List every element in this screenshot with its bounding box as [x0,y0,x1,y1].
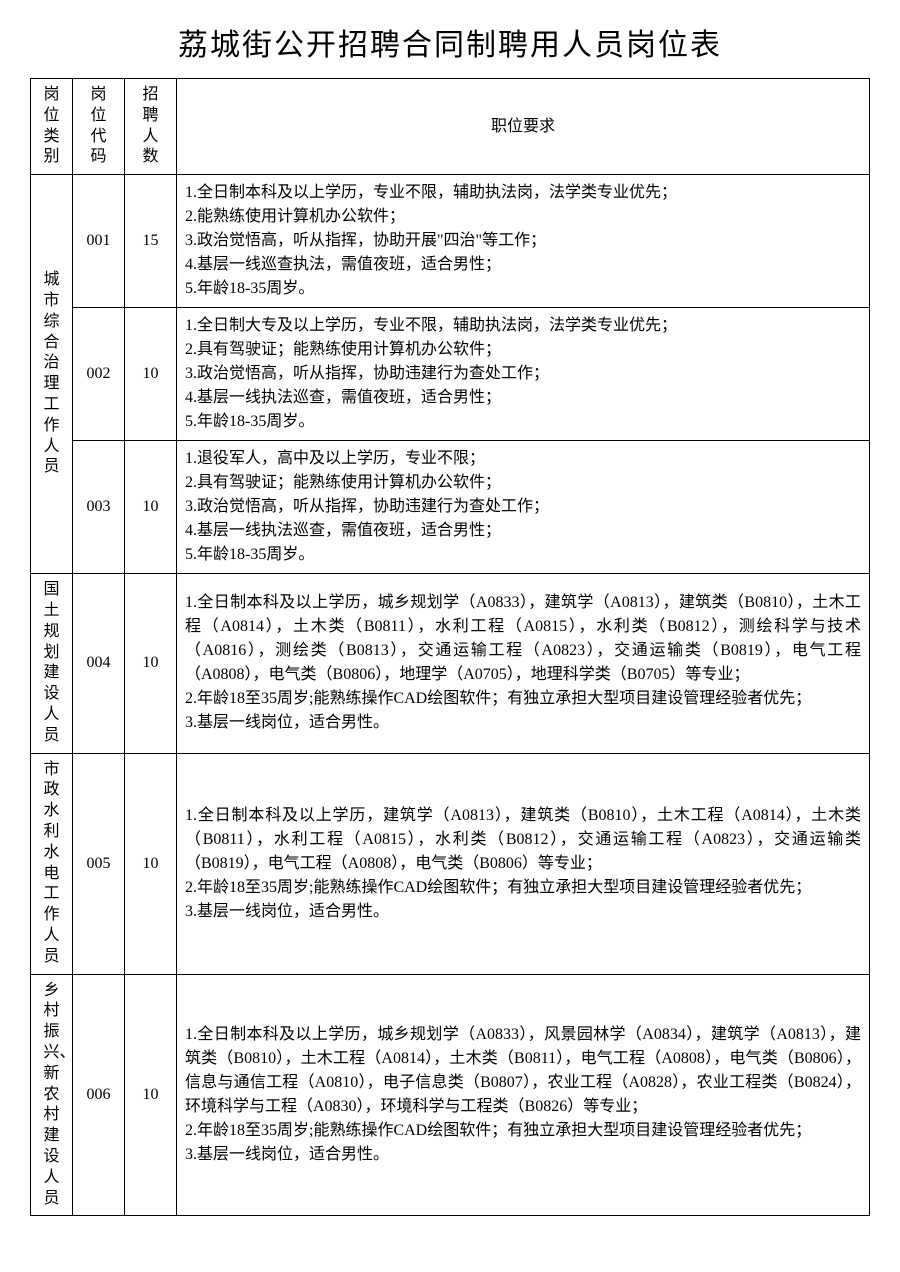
requirement-line: 3.基层一线岗位，适合男性。 [185,900,861,924]
requirement-line: 5.年龄18-35周岁。 [185,543,861,567]
requirement-line: 2.具有驾驶证；能熟练使用计算机办公软件； [185,338,861,362]
count-cell: 10 [125,974,177,1216]
requirement-line: 2.年龄18至35周岁;能熟练操作CAD绘图软件；有独立承担大型项目建设管理经验… [185,687,861,711]
table-row: 003101.退役军人，高中及以上学历，专业不限；2.具有驾驶证；能熟练使用计算… [31,441,870,574]
requirement-line: 1.全日制本科及以上学历，专业不限，辅助执法岗，法学类专业优先； [185,181,861,205]
category-label: 国土规划建设人员 [44,580,60,746]
requirement-line: 3.基层一线岗位，适合男性。 [185,1143,861,1167]
header-requirements: 职位要求 [177,79,870,175]
count-cell: 10 [125,441,177,574]
requirements-cell: 1.全日制本科及以上学历，专业不限，辅助执法岗，法学类专业优先；2.能熟练使用计… [177,175,870,308]
requirement-line: 1.全日制本科及以上学历，城乡规划学（A0833），建筑学（A0813），建筑类… [185,591,861,687]
requirement-line: 3.基层一线岗位，适合男性。 [185,711,861,735]
count-cell: 15 [125,175,177,308]
category-label: 乡村振兴、新农村建设人员 [44,981,60,1210]
table-row: 国土规划建设人员 004101.全日制本科及以上学历，城乡规划学（A0833），建… [31,574,870,753]
requirement-line: 5.年龄18-35周岁。 [185,277,861,301]
header-row: 岗位类别 岗位代码 招聘人数 职位要求 [31,79,870,175]
requirement-line: 5.年龄18-35周岁。 [185,410,861,434]
header-category: 岗位类别 [31,79,73,175]
requirement-line: 2.具有驾驶证；能熟练使用计算机办公软件； [185,471,861,495]
requirements-cell: 1.全日制本科及以上学历，建筑学（A0813），建筑类（B0810），土木工程（… [177,753,870,974]
requirement-line: 4.基层一线执法巡查，需值夜班，适合男性； [185,519,861,543]
requirement-line: 4.基层一线巡查执法，需值夜班，适合男性； [185,253,861,277]
count-cell: 10 [125,574,177,753]
requirements-cell: 1.全日制大专及以上学历，专业不限，辅助执法岗，法学类专业优先；2.具有驾驶证；… [177,308,870,441]
positions-table: 岗位类别 岗位代码 招聘人数 职位要求 城市综合治理工作人员001151.全日制… [30,78,870,1216]
code-cell: 002 [73,308,125,441]
code-cell: 003 [73,441,125,574]
requirement-line: 1.全日制大专及以上学历，专业不限，辅助执法岗，法学类专业优先； [185,314,861,338]
table-row: 城市综合治理工作人员001151.全日制本科及以上学历，专业不限，辅助执法岗，法… [31,175,870,308]
table-row: 市政水利水电工作人员 005101.全日制本科及以上学历，建筑学（A0813），建… [31,753,870,974]
requirement-line: 3.政治觉悟高，听从指挥，协助违建行为查处工作； [185,362,861,386]
code-cell: 001 [73,175,125,308]
table-row: 乡村振兴、新农村建设人员 006101.全日制本科及以上学历，城乡规划学（A083… [31,974,870,1216]
requirements-cell: 1.退役军人，高中及以上学历，专业不限；2.具有驾驶证；能熟练使用计算机办公软件… [177,441,870,574]
count-cell: 10 [125,308,177,441]
category-cell: 乡村振兴、新农村建设人员 [31,974,73,1216]
requirement-line: 2.年龄18至35周岁;能熟练操作CAD绘图软件；有独立承担大型项目建设管理经验… [185,876,861,900]
count-cell: 10 [125,753,177,974]
category-label: 市政水利水电工作人员 [44,760,60,968]
requirements-cell: 1.全日制本科及以上学历，城乡规划学（A0833），建筑学（A0813），建筑类… [177,574,870,753]
header-code: 岗位代码 [73,79,125,175]
requirement-line: 1.全日制本科及以上学历，建筑学（A0813），建筑类（B0810），土木工程（… [185,804,861,876]
requirement-line: 2.年龄18至35周岁;能熟练操作CAD绘图软件；有独立承担大型项目建设管理经验… [185,1119,861,1143]
requirement-line: 3.政治觉悟高，听从指挥，协助违建行为查处工作； [185,495,861,519]
requirement-line: 2.能熟练使用计算机办公软件； [185,205,861,229]
code-cell: 004 [73,574,125,753]
code-cell: 006 [73,974,125,1216]
table-row: 002101.全日制大专及以上学历，专业不限，辅助执法岗，法学类专业优先；2.具… [31,308,870,441]
requirements-cell: 1.全日制本科及以上学历，城乡规划学（A0833），风景园林学（A0834），建… [177,974,870,1216]
category-cell: 城市综合治理工作人员 [31,175,73,574]
category-cell: 国土规划建设人员 [31,574,73,753]
code-cell: 005 [73,753,125,974]
requirement-line: 1.全日制本科及以上学历，城乡规划学（A0833），风景园林学（A0834），建… [185,1023,861,1119]
header-count: 招聘人数 [125,79,177,175]
category-label: 城市综合治理工作人员 [44,270,60,478]
requirement-line: 4.基层一线执法巡查，需值夜班，适合男性； [185,386,861,410]
category-cell: 市政水利水电工作人员 [31,753,73,974]
requirement-line: 1.退役军人，高中及以上学历，专业不限； [185,447,861,471]
page-title: 荔城街公开招聘合同制聘用人员岗位表 [30,20,870,64]
requirement-line: 3.政治觉悟高，听从指挥，协助开展"四治"等工作； [185,229,861,253]
